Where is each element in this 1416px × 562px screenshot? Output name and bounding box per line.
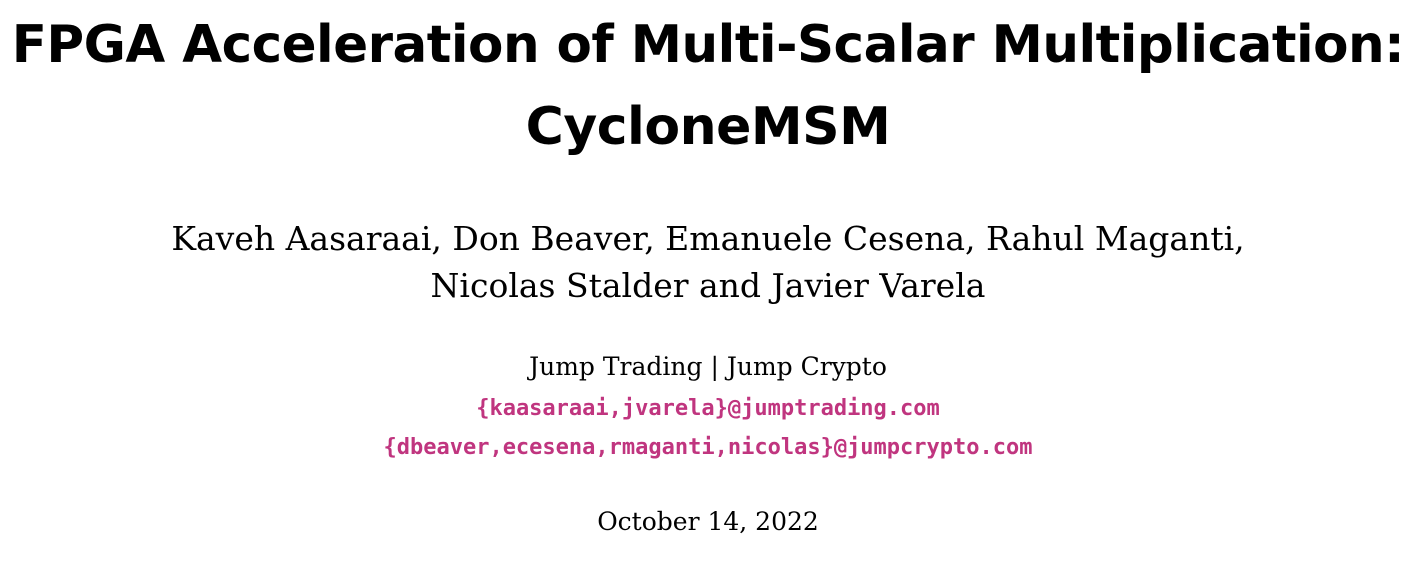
- paper-title-line-2: CycloneMSM: [525, 97, 891, 157]
- affiliation: Jump Trading | Jump Crypto: [529, 352, 887, 381]
- email-link-jumpcrypto[interactable]: {dbeaver,ecesena,rmaganti,nicolas}@jumpc…: [383, 435, 1033, 460]
- publication-date: October 14, 2022: [597, 507, 819, 536]
- author-list-line-2: Nicolas Stalder and Javier Varela: [430, 266, 986, 305]
- paper-title-line-1: FPGA Acceleration of Multi-Scalar Multip…: [11, 15, 1405, 75]
- email-link-jumptrading[interactable]: {kaasaraai,jvarela}@jumptrading.com: [476, 396, 940, 421]
- author-list-line-1: Kaveh Aasaraai, Don Beaver, Emanuele Ces…: [171, 219, 1245, 258]
